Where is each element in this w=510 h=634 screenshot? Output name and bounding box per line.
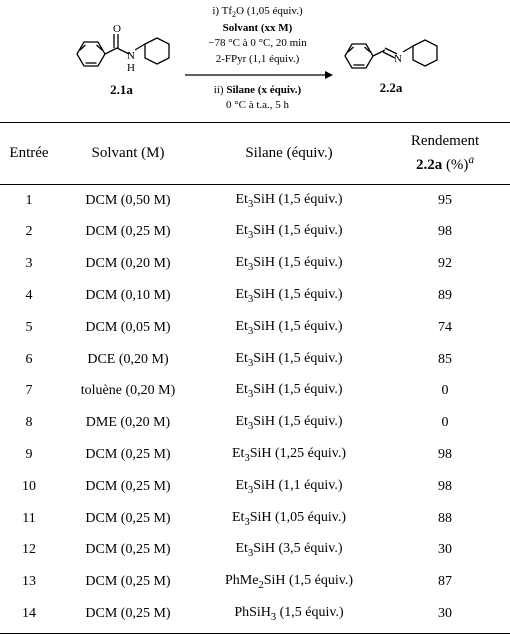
cell-silane: Et3SiH (1,5 équiv.) <box>198 312 380 344</box>
cell-solvent: DCM (0,20 M) <box>58 248 198 280</box>
starting-material-label: 2.1a <box>110 82 133 98</box>
svg-text:N: N <box>127 50 135 62</box>
table-row: 14DCM (0,25 M)PhSiH3 (1,5 équiv.)30 <box>0 598 510 633</box>
cell-solvent: DCM (0,10 M) <box>58 280 198 312</box>
cell-silane: Et3SiH (1,5 équiv.) <box>198 184 380 216</box>
table-header-row: Entrée Solvant (M) Silane (équiv.) Rende… <box>0 122 510 184</box>
cell-entry: 7 <box>0 375 58 407</box>
cell-silane: Et3SiH (1,25 équiv.) <box>198 439 380 471</box>
cell-solvent: DCM (0,25 M) <box>58 534 198 566</box>
cell-silane: Et3SiH (1,05 équiv.) <box>198 503 380 535</box>
cell-solvent: DCM (0,05 M) <box>58 312 198 344</box>
cell-entry: 14 <box>0 598 58 633</box>
table-row: 3DCM (0,20 M)Et3SiH (1,5 équiv.)92 <box>0 248 510 280</box>
cell-entry: 3 <box>0 248 58 280</box>
cell-yield: 74 <box>380 312 510 344</box>
cell-yield: 89 <box>380 280 510 312</box>
cell-solvent: DCM (0,25 M) <box>58 216 198 248</box>
cell-entry: 4 <box>0 280 58 312</box>
cell-yield: 95 <box>380 184 510 216</box>
cell-yield: 98 <box>380 216 510 248</box>
cond-bot-1: 0 °C à t.a., 5 h <box>226 98 289 113</box>
molecule-2-1a-svg: O N H <box>67 20 177 80</box>
cell-silane: Et3SiH (1,5 équiv.) <box>198 407 380 439</box>
cell-solvent: DCM (0,25 M) <box>58 598 198 633</box>
table-row: 1DCM (0,50 M)Et3SiH (1,5 équiv.)95 <box>0 184 510 216</box>
cell-solvent: DCM (0,25 M) <box>58 471 198 503</box>
cell-entry: 6 <box>0 344 58 376</box>
th-entry: Entrée <box>0 122 58 184</box>
cond-top-1: Solvant (xx M) <box>223 21 293 36</box>
cell-entry: 10 <box>0 471 58 503</box>
cell-entry: 1 <box>0 184 58 216</box>
cell-yield: 98 <box>380 471 510 503</box>
cell-solvent: DCE (0,20 M) <box>58 344 198 376</box>
molecule-2-2a-svg: N <box>339 22 444 78</box>
cell-yield: 98 <box>380 439 510 471</box>
cond-top-2: −78 °C à 0 °C, 20 min <box>208 36 306 51</box>
cell-silane: Et3SiH (1,5 équiv.) <box>198 280 380 312</box>
th-solvent: Solvant (M) <box>58 122 198 184</box>
cell-yield: 0 <box>380 375 510 407</box>
product: N 2.2a <box>339 22 444 96</box>
cell-silane: PhMe2SiH (1,5 équiv.) <box>198 566 380 598</box>
cell-silane: PhSiH3 (1,5 équiv.) <box>198 598 380 633</box>
cell-yield: 88 <box>380 503 510 535</box>
cell-silane: Et3SiH (1,5 équiv.) <box>198 375 380 407</box>
cell-yield: 85 <box>380 344 510 376</box>
cell-silane: Et3SiH (1,5 équiv.) <box>198 344 380 376</box>
cell-solvent: DCM (0,50 M) <box>58 184 198 216</box>
table-row: 6DCE (0,20 M)Et3SiH (1,5 équiv.)85 <box>0 344 510 376</box>
starting-material: O N H 2.1a <box>67 20 177 98</box>
svg-text:N: N <box>394 53 402 65</box>
cell-solvent: DCM (0,25 M) <box>58 439 198 471</box>
cell-yield: 30 <box>380 534 510 566</box>
table-row: 5DCM (0,05 M)Et3SiH (1,5 équiv.)74 <box>0 312 510 344</box>
cell-entry: 12 <box>0 534 58 566</box>
cell-yield: 0 <box>380 407 510 439</box>
cell-entry: 2 <box>0 216 58 248</box>
cell-entry: 13 <box>0 566 58 598</box>
cond-bot-0: ii) Silane (x équiv.) <box>214 83 301 98</box>
cond-top-3: 2-FPyr (1,1 équiv.) <box>216 52 300 67</box>
optimization-table: Entrée Solvant (M) Silane (équiv.) Rende… <box>0 122 510 634</box>
table-row: 2DCM (0,25 M)Et3SiH (1,5 équiv.)98 <box>0 216 510 248</box>
reaction-scheme: O N H 2.1a i) Tf2O (1,05 équiv.) Solvant… <box>0 0 510 116</box>
product-label: 2.2a <box>380 80 403 96</box>
cond-top-0: i) Tf2O (1,05 équiv.) <box>212 4 302 21</box>
cell-yield: 30 <box>380 598 510 633</box>
cell-entry: 5 <box>0 312 58 344</box>
table-row: 12DCM (0,25 M)Et3SiH (3,5 équiv.)30 <box>0 534 510 566</box>
table-row: 13DCM (0,25 M)PhMe2SiH (1,5 équiv.)87 <box>0 566 510 598</box>
table-row: 10DCM (0,25 M)Et3SiH (1,1 équiv.)98 <box>0 471 510 503</box>
cell-yield: 92 <box>380 248 510 280</box>
svg-text:H: H <box>127 62 135 74</box>
reaction-arrow <box>183 69 333 81</box>
cell-entry: 11 <box>0 503 58 535</box>
cell-solvent: DCM (0,25 M) <box>58 566 198 598</box>
table-row: 8DME (0,20 M)Et3SiH (1,5 équiv.)0 <box>0 407 510 439</box>
th-yield: Rendement 2.2a (%)a <box>380 122 510 184</box>
table-row: 9DCM (0,25 M)Et3SiH (1,25 équiv.)98 <box>0 439 510 471</box>
reaction-conditions: i) Tf2O (1,05 équiv.) Solvant (xx M) −78… <box>183 4 333 114</box>
cell-entry: 8 <box>0 407 58 439</box>
svg-text:O: O <box>113 23 121 35</box>
cell-silane: Et3SiH (1,5 équiv.) <box>198 248 380 280</box>
table-row: 7toluène (0,20 M)Et3SiH (1,5 équiv.)0 <box>0 375 510 407</box>
table-row: 11DCM (0,25 M)Et3SiH (1,05 équiv.)88 <box>0 503 510 535</box>
cell-silane: Et3SiH (1,5 équiv.) <box>198 216 380 248</box>
cell-entry: 9 <box>0 439 58 471</box>
cell-silane: Et3SiH (3,5 équiv.) <box>198 534 380 566</box>
th-silane: Silane (équiv.) <box>198 122 380 184</box>
table-body: 1DCM (0,50 M)Et3SiH (1,5 équiv.)952DCM (… <box>0 184 510 633</box>
cell-silane: Et3SiH (1,1 équiv.) <box>198 471 380 503</box>
table-row: 4DCM (0,10 M)Et3SiH (1,5 équiv.)89 <box>0 280 510 312</box>
cell-solvent: DCM (0,25 M) <box>58 503 198 535</box>
cell-solvent: DME (0,20 M) <box>58 407 198 439</box>
cell-solvent: toluène (0,20 M) <box>58 375 198 407</box>
cell-yield: 87 <box>380 566 510 598</box>
